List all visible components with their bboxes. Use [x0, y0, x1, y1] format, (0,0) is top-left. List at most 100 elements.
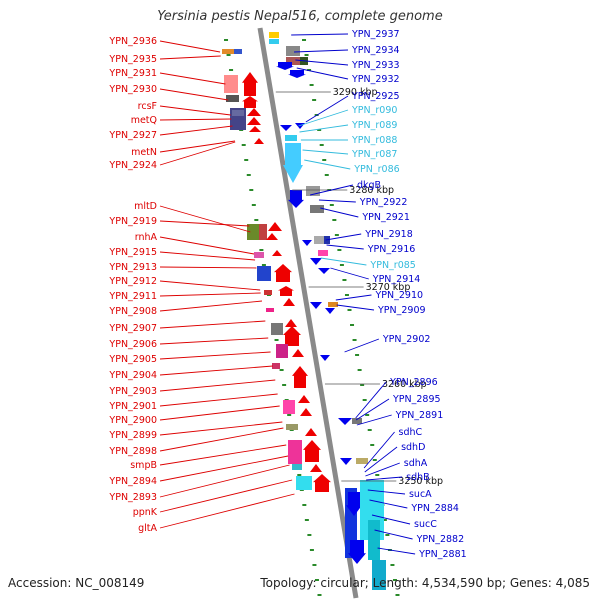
- gene-block: [269, 32, 279, 38]
- gene-label: YPN_r089: [351, 120, 397, 131]
- gene-label: YPN_2906: [108, 339, 157, 350]
- gene-label: YPN_2927: [108, 130, 157, 141]
- gene-features: [222, 32, 386, 590]
- plus-strand-gene: [285, 319, 297, 327]
- gene-label: YPN_2895: [392, 394, 441, 405]
- gene-label: sdhC: [399, 427, 423, 438]
- leader-line: [159, 220, 250, 227]
- leader-line: [159, 292, 261, 297]
- gene-label: YPN_r085: [369, 260, 415, 271]
- gene-label: YPN_2902: [382, 334, 431, 345]
- gene-label: YPN_2925: [351, 91, 400, 102]
- minus-strand-gene: [338, 418, 352, 425]
- plus-strand-gene: [247, 108, 261, 116]
- gene-block: [286, 57, 300, 65]
- gene-label: YPN_2907: [108, 323, 157, 334]
- gene-label: ppnK: [133, 507, 158, 518]
- leader-line: [294, 49, 349, 53]
- leader-line: [295, 59, 349, 66]
- plus-strand-gene: [247, 117, 261, 125]
- gene-block: [269, 39, 279, 44]
- leader-line: [159, 236, 255, 255]
- leader-line: [291, 33, 349, 36]
- gene-label: sdhB: [406, 472, 430, 483]
- gene-label: YPN_2896: [389, 377, 438, 388]
- leader-line: [356, 414, 392, 426]
- plus-strand-gene: [254, 138, 264, 144]
- plus-strand-gene: [292, 349, 304, 357]
- gene-label: dkgB: [357, 180, 381, 191]
- gene-label: YPN_2894: [108, 476, 157, 487]
- gene-block: [368, 520, 380, 560]
- leader-line: [159, 205, 251, 233]
- gene-label: YPN_2891: [395, 410, 444, 421]
- leader-line: [159, 118, 232, 121]
- gene-label: YPN_2937: [351, 29, 400, 40]
- left-leader-lines: [159, 40, 295, 529]
- leader-line: [159, 72, 226, 85]
- leader-line: [364, 446, 398, 473]
- plus-strand-gene: [292, 366, 308, 388]
- leader-line: [298, 109, 349, 127]
- leader-line: [159, 365, 273, 376]
- gene-label: YPN_2930: [108, 84, 157, 95]
- gene-block: [314, 236, 324, 244]
- minus-strand-gene: [295, 123, 305, 129]
- leader-line: [335, 294, 372, 301]
- gene-label: YPN_2904: [108, 370, 157, 381]
- gene-block: [286, 46, 300, 56]
- leader-line: [320, 207, 359, 218]
- leader-line: [159, 464, 290, 498]
- plus-strand-gene: [242, 72, 258, 96]
- leader-line: [325, 233, 362, 241]
- leader-line: [159, 427, 284, 452]
- minus-strand-gene: [302, 240, 312, 246]
- leader-line: [159, 105, 231, 116]
- leader-line: [159, 393, 278, 407]
- gene-block: [310, 205, 324, 213]
- gene-label: rcsF: [138, 101, 157, 112]
- gene-label: YPN_2882: [416, 534, 465, 545]
- plus-strand-gene: [242, 96, 258, 108]
- gene-block: [356, 458, 368, 464]
- leader-line: [374, 529, 413, 540]
- gene-block: [318, 250, 328, 256]
- leader-line: [365, 462, 400, 477]
- gene-block: [247, 224, 259, 240]
- minus-strand-gene: [340, 458, 352, 465]
- gene-label: YPN_2934: [351, 45, 400, 56]
- gene-label: YPN_2921: [361, 212, 410, 223]
- gene-label: mltD: [134, 201, 157, 212]
- minus-strand-gene: [325, 308, 335, 314]
- gene-block: [283, 400, 295, 414]
- gene-label: YPN_2914: [372, 274, 421, 285]
- genome-summary: Topology: circular; Length: 4,534,590 bp…: [260, 576, 590, 590]
- gene-block: [271, 323, 283, 335]
- gene-label: YPN_2935: [108, 54, 157, 65]
- gene-block: [372, 560, 386, 590]
- plus-strand-gene: [298, 395, 310, 403]
- gene-label: YPN_2931: [108, 68, 157, 79]
- gene-label: YPN_2915: [108, 247, 157, 258]
- gene-label: YPN_2912: [108, 276, 157, 287]
- leader-line: [159, 280, 261, 291]
- leader-line: [159, 421, 283, 436]
- leader-line: [159, 251, 256, 261]
- gene-label: YPN_2933: [351, 60, 400, 71]
- leader-line: [159, 479, 293, 513]
- leader-line: [159, 405, 280, 421]
- plus-strand-gene: [274, 264, 292, 282]
- gene-label: smpB: [130, 460, 157, 471]
- leader-line: [159, 40, 221, 53]
- plus-strand-gene: [249, 126, 261, 132]
- leader-line: [366, 476, 403, 481]
- leader-line: [310, 184, 354, 196]
- gene-block: [226, 95, 239, 102]
- gene-label: YPN_2905: [108, 354, 157, 365]
- gene-block: [257, 266, 271, 281]
- minus-strand-gene: [276, 62, 294, 70]
- accession-label: Accession: NC_008149: [8, 576, 145, 590]
- gene-label: sucC: [414, 519, 437, 530]
- gene-block: [276, 344, 288, 358]
